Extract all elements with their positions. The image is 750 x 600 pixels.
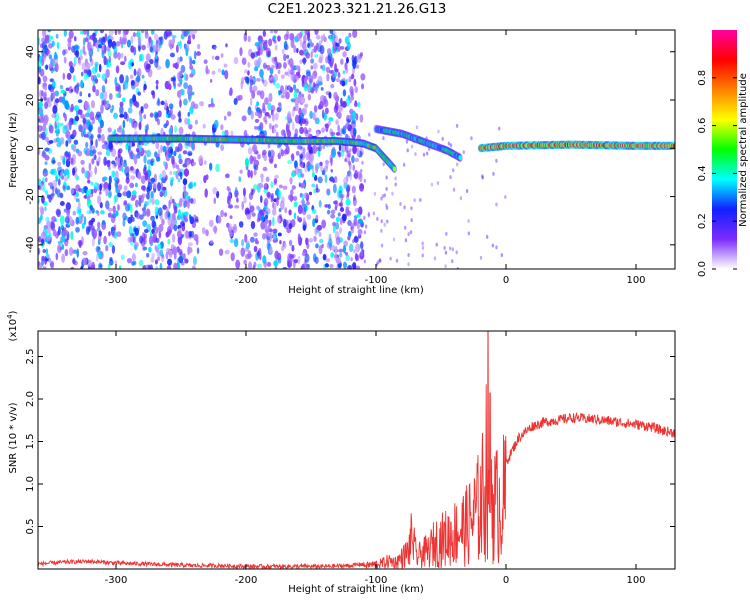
colorbar-tick-label: 0.2 (697, 213, 708, 229)
colorbar-ticks: 0.0 0.2 0.4 0.6 0.8 (697, 70, 737, 277)
snr-x-label: Height of straight line (km) (288, 584, 424, 595)
snr-series-line (38, 331, 675, 569)
spectrogram-y-tick-label: 40 (25, 45, 36, 58)
spectrogram-x-tick-label: -100 (365, 275, 388, 286)
snr-y-tick-label: 0.5 (25, 519, 36, 535)
page-title: C2E1.2023.321.21.26.G13 (267, 1, 447, 17)
spectrogram-noise (38, 30, 507, 269)
snr-y-tick-label: 1.5 (25, 434, 36, 450)
snr-x-tick-label: 100 (626, 575, 645, 586)
spectrogram-y-tick-label: 0 (25, 145, 36, 151)
spectrogram-y-label: Frequency (Hz) (8, 112, 19, 188)
snr-y-label: SNR (10 * v/v) (8, 402, 19, 473)
spectrogram-x-tick-label: 100 (626, 275, 645, 286)
spectrogram-y-axis: -40 -20 0 20 40 (25, 45, 675, 253)
spectrogram-tracks (107, 124, 675, 174)
colorbar: 0.0 0.2 0.4 0.6 0.8 Normalized spectral ampl… (697, 30, 749, 277)
snr-x-axis: -300 -200 -100 0 100 (105, 331, 646, 586)
spectrogram-x-tick-label: -300 (105, 275, 128, 286)
snr-background (38, 331, 675, 569)
snr-y-tick-label: 2.0 (25, 391, 36, 407)
snr-y-axis: 0.5 1.0 1.5 2.0 2.5 (25, 349, 675, 535)
spectrogram-x-label: Height of straight line (km) (288, 285, 424, 296)
colorbar-tick-label: 0.4 (697, 165, 708, 181)
colorbar-tick-label: 0.0 (697, 261, 708, 277)
snr-frame (37, 330, 676, 570)
colorbar-tick-label: 0.6 (697, 118, 708, 134)
spectrogram-y-tick-label: 20 (25, 94, 36, 107)
snr-x-tick-label: 0 (503, 575, 509, 586)
spectrogram-frame (37, 29, 676, 270)
snr-panel: -300 -200 -100 0 100 0.5 1.0 1.5 2.0 2.5 Height … (6, 310, 676, 595)
snr-x-tick-label: -100 (365, 575, 388, 586)
snr-y-tick-label: 1.0 (25, 476, 36, 492)
colorbar-gradient (712, 30, 737, 269)
spectrogram-x-tick-label: 0 (503, 275, 509, 286)
spectrogram-x-tick-label: -200 (235, 275, 258, 286)
colorbar-label: Normalized spectral amplitude (738, 73, 749, 227)
snr-x-tick-label: -200 (235, 575, 258, 586)
snr-x-tick-label: -300 (105, 575, 128, 586)
snr-y-multiplier: (x104) (6, 310, 19, 341)
spectrogram-y-tick-label: -40 (25, 237, 36, 253)
snr-y-tick-label: 2.5 (25, 349, 36, 365)
colorbar-tick-label: 0.8 (697, 70, 708, 86)
spectrogram-y-tick-label: -20 (25, 188, 36, 204)
spectrogram-x-axis: -300 -200 -100 0 100 (105, 30, 646, 286)
